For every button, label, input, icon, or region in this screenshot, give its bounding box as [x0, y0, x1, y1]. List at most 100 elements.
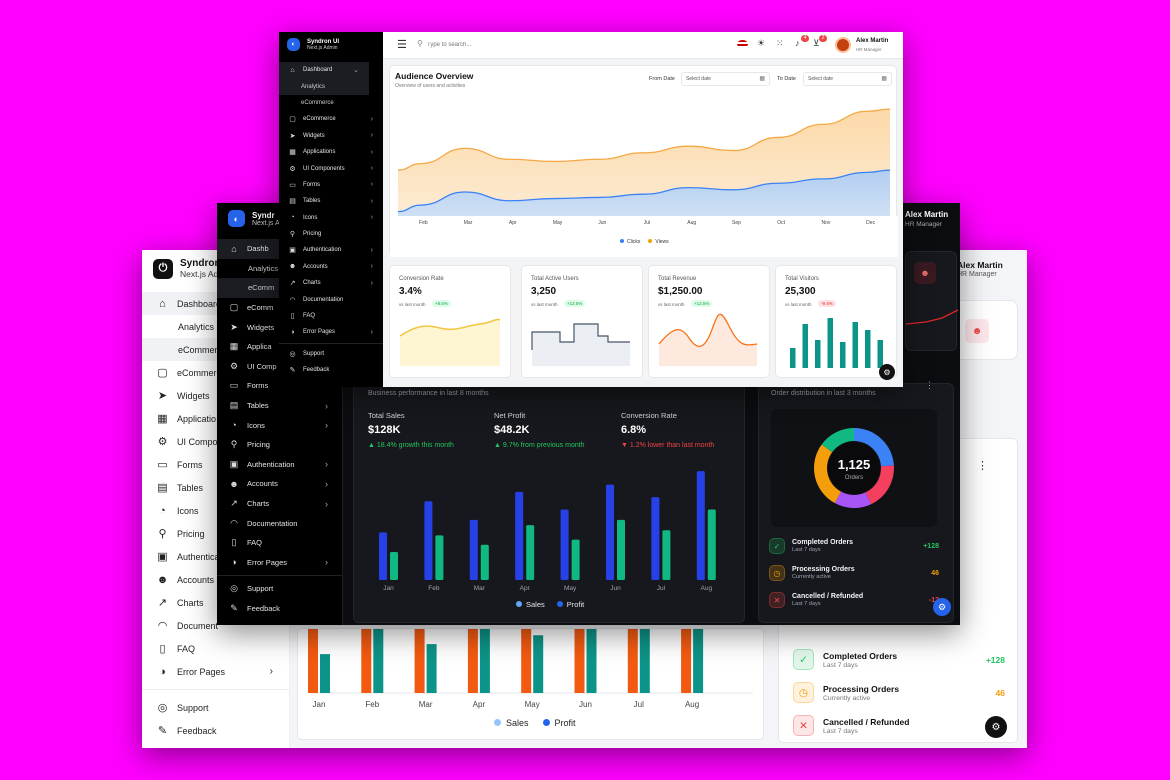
sidebar-item-pricing[interactable]: ⚲ Pricing — [230, 439, 270, 450]
audience-card: Audience Overview Overview of users and … — [389, 65, 898, 257]
sidebar-item-authentication[interactable]: ▣ Authentication › — [229, 458, 328, 470]
headset-icon: ◎ — [230, 583, 238, 594]
order-title: Processing Orders — [792, 566, 855, 573]
to-date-placeholder: Select date — [808, 76, 834, 82]
gear-icon: ⚙ — [157, 436, 168, 448]
sidebar-item-authentication[interactable]: ▣ Authentication › — [289, 246, 373, 255]
sidebar-item-icons[interactable]: ◔ Icons › — [217, 415, 342, 435]
app-logo[interactable]: ◐ Syndron UI Next.js Admin — [287, 38, 339, 51]
sidebar-item-forms[interactable]: ▭ Forms — [229, 380, 269, 391]
more-icon[interactable]: ⋮ — [977, 460, 988, 472]
sidebar-item-analytics[interactable]: Analytics — [279, 78, 369, 95]
profit-bar — [571, 539, 580, 580]
sidebar-item-dashboard[interactable]: ⌂ Dashboard ⌄ — [279, 62, 369, 79]
sidebar-item-pricing[interactable]: ⚲ Pricing — [289, 231, 322, 239]
x-tick-label: Feb — [428, 585, 440, 592]
flag-us-icon[interactable] — [737, 40, 748, 48]
sales-profit-chart-dark: Jan Feb Mar Apr May Jun Jul Aug — [379, 471, 716, 592]
sidebar-item-icons[interactable]: ◔ Icons — [142, 499, 289, 522]
app-logo[interactable]: ⏻ Syndron U Next.js Adm — [153, 258, 231, 279]
sidebar-item-ui-components[interactable]: ⚙ UI Compon — [157, 436, 223, 448]
sidebar-item-ecommerce[interactable]: ▢ eCommerce › — [289, 115, 373, 124]
chevron-right-icon: › — [325, 498, 328, 509]
sidebar-item-applications[interactable]: ▦ Applica — [229, 341, 272, 352]
sidebar-item-authentication[interactable]: ▣ Authentica — [157, 551, 220, 563]
avatar[interactable] — [835, 37, 851, 53]
sidebar-item-error-pages[interactable]: ◑ Error Pages › — [142, 660, 289, 683]
sparkline — [399, 318, 501, 366]
sidebar-item-tables[interactable]: ▤ Tables › — [289, 197, 373, 206]
apps-grid-icon[interactable]: ⁙ — [776, 38, 784, 48]
sidebar-item-faq[interactable]: ▯ FAQ — [217, 533, 342, 553]
settings-gear-button[interactable]: ⚙ — [985, 716, 1007, 738]
sidebar-item-faq[interactable]: ▯ FAQ — [142, 637, 289, 660]
spark-area — [659, 314, 757, 366]
bell-icon[interactable]: ♪ — [795, 38, 800, 48]
sidebar-item-pricing[interactable]: ⚲ Pricing — [142, 522, 289, 545]
headset-icon: ◎ — [289, 350, 296, 358]
sidebar-item-feedback[interactable]: ✎ Feedback — [157, 725, 217, 737]
sidebar-item-forms[interactable]: ▭ Forms › — [289, 181, 373, 189]
sidebar-item-forms[interactable]: ▭ Forms — [157, 459, 203, 471]
gear-icon: ⚙ — [289, 165, 296, 173]
sun-icon[interactable]: ☀ — [757, 38, 766, 48]
stat-value: 25,300 — [785, 286, 816, 297]
home-icon: ⌂ — [159, 297, 166, 310]
order-title: Completed Orders — [823, 650, 898, 661]
sidebar-item-applications[interactable]: ▦ Applicatio — [157, 413, 217, 425]
sidebar-item-error-pages[interactable]: ◑ Error Pages › — [217, 553, 342, 573]
audience-area-chart: Feb Mar Apr May Jun Jul Aug Sep Oct Nov Dec — [390, 108, 898, 257]
settings-gear-button[interactable]: ⚙ — [879, 364, 895, 380]
bulb-icon: ◔ — [290, 214, 295, 222]
sidebar-item-tables[interactable]: ▤ Tables › — [229, 400, 328, 411]
sidebar-item-documentation[interactable]: ◠ Documentation — [289, 296, 344, 304]
sidebar-item-widgets[interactable]: ➤ Widgets — [230, 321, 275, 332]
sidebar-item-ecommerce[interactable]: ▢ eCommerc — [157, 367, 222, 379]
sidebar-item-ecommerce-sub[interactable]: eCommerce — [301, 99, 334, 106]
table-icon: ▤ — [157, 482, 168, 494]
sidebar-item-analytics[interactable]: Analytics — [178, 321, 215, 332]
app-logo[interactable]: ◐ Syndr Next.js Ad — [228, 210, 284, 227]
from-date-input[interactable]: Select date ▦ — [681, 72, 770, 86]
sidebar-item-widgets[interactable]: ➤ Widgets › — [289, 132, 373, 140]
metric-trend: ▲ 9.7% from previous month — [494, 442, 585, 449]
sidebar-item-accounts[interactable]: ☻ Accounts › — [288, 263, 373, 271]
sidebar-item-documentation[interactable]: ◠ Documentation — [230, 517, 298, 528]
sidebar-item-icons[interactable]: ◔ Icons › — [279, 210, 383, 226]
sidebar-item-error-pages[interactable]: ◑ Error Pages › — [279, 324, 383, 340]
chevron-right-icon: › — [325, 557, 328, 568]
business-subtitle: Business performance in last 8 months — [368, 390, 489, 397]
settings-gear-button[interactable]: ⚙ — [933, 598, 951, 616]
sidebar-item-ui-components[interactable]: ⚙ UI Comp — [229, 360, 277, 371]
x-tick-label: Jun — [579, 700, 592, 709]
sidebar-item-ecommerce[interactable]: ▢ eComm — [229, 302, 274, 313]
sidebar-item-widgets[interactable]: ➤ Widgets — [157, 390, 210, 402]
order-title: Cancelled / Refunded — [823, 716, 910, 727]
sidebar-item-documentation[interactable]: ◠ Document — [157, 620, 219, 632]
cart-icon[interactable]: ⊻ — [813, 38, 820, 48]
search-input[interactable] — [427, 38, 577, 52]
sidebar-item-accounts[interactable]: ☻ Accounts › — [229, 478, 328, 489]
metric-trend: ▼ 1.2% lower than last month — [621, 442, 715, 449]
sidebar-item-accounts[interactable]: ☻ Accounts — [156, 573, 215, 586]
sidebar-item-faq[interactable]: ▯ FAQ — [279, 308, 383, 324]
sidebar-item-charts[interactable]: ↗ Charts › — [289, 279, 373, 288]
sidebar-item-applications[interactable]: ▦ Applications › — [289, 148, 373, 157]
sidebar-item-support[interactable]: ◎ Support — [157, 702, 209, 714]
sidebar-item-tables[interactable]: ▤ Tables — [157, 482, 204, 494]
sidebar-item-ui-components[interactable]: ⚙ UI Components › — [289, 165, 373, 173]
sidebar-item-feedback[interactable]: ✎ Feedback — [289, 367, 330, 375]
menu-icon[interactable]: ☰ — [397, 39, 407, 51]
sidebar-item-charts[interactable]: ↗ Charts › — [230, 498, 328, 509]
stat-label: Conversion Rate — [399, 276, 444, 282]
x-tick-label: Dec — [866, 220, 875, 226]
sidebar-item-analytics[interactable]: Analytics — [248, 263, 279, 273]
divider — [217, 575, 342, 577]
sidebar-item-feedback[interactable]: ✎ Feedback — [230, 602, 280, 613]
book-icon: ▯ — [231, 537, 237, 548]
to-date-input[interactable]: Select date ▦ — [803, 72, 892, 86]
sidebar-item-support[interactable]: ◎ Support — [289, 350, 325, 358]
more-icon[interactable]: ⋮ — [925, 380, 934, 390]
sidebar-item-support[interactable]: ◎ Support — [230, 583, 274, 594]
sidebar-item-charts[interactable]: ↗ Charts — [157, 597, 204, 609]
